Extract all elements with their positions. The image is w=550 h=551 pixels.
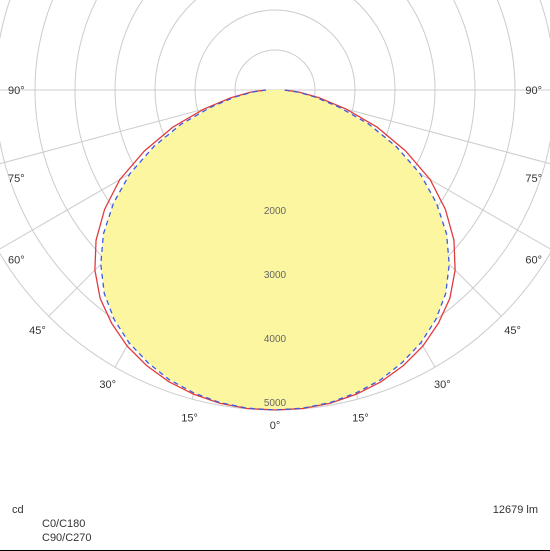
unit-label: cd [12, 504, 24, 516]
legend-label: C0/C180 [42, 518, 85, 530]
polar-chart-container: 2000 3000 4000 5000 90° 75° 60° 45° 30° 15° 90° 75°… [0, 0, 550, 551]
svg-text:30°: 30° [434, 379, 451, 391]
svg-text:3000: 3000 [264, 270, 287, 281]
svg-text:15°: 15° [181, 413, 198, 425]
svg-text:4000: 4000 [264, 334, 287, 345]
legend-label: C90/C270 [42, 532, 92, 544]
svg-text:30°: 30° [99, 379, 116, 391]
svg-text:15°: 15° [352, 413, 369, 425]
legend-item: C0/C180 [12, 518, 92, 530]
svg-text:60°: 60° [8, 255, 25, 267]
svg-text:2000: 2000 [264, 206, 287, 217]
svg-text:45°: 45° [504, 325, 521, 337]
svg-text:90°: 90° [525, 85, 542, 97]
svg-text:45°: 45° [29, 325, 46, 337]
svg-text:0°: 0° [270, 420, 281, 432]
svg-text:5000: 5000 [264, 398, 287, 409]
legend: C0/C180 C90/C270 [12, 518, 92, 546]
legend-item: C90/C270 [12, 532, 92, 544]
svg-text:60°: 60° [525, 255, 542, 267]
lumen-label: 12679 lm [493, 504, 538, 516]
svg-text:75°: 75° [8, 173, 25, 185]
chart-footer: cd 12679 lm [0, 504, 550, 516]
svg-text:90°: 90° [8, 85, 25, 97]
svg-text:75°: 75° [525, 173, 542, 185]
polar-chart: 2000 3000 4000 5000 90° 75° 60° 45° 30° 15° 90° 75°… [0, 0, 550, 490]
